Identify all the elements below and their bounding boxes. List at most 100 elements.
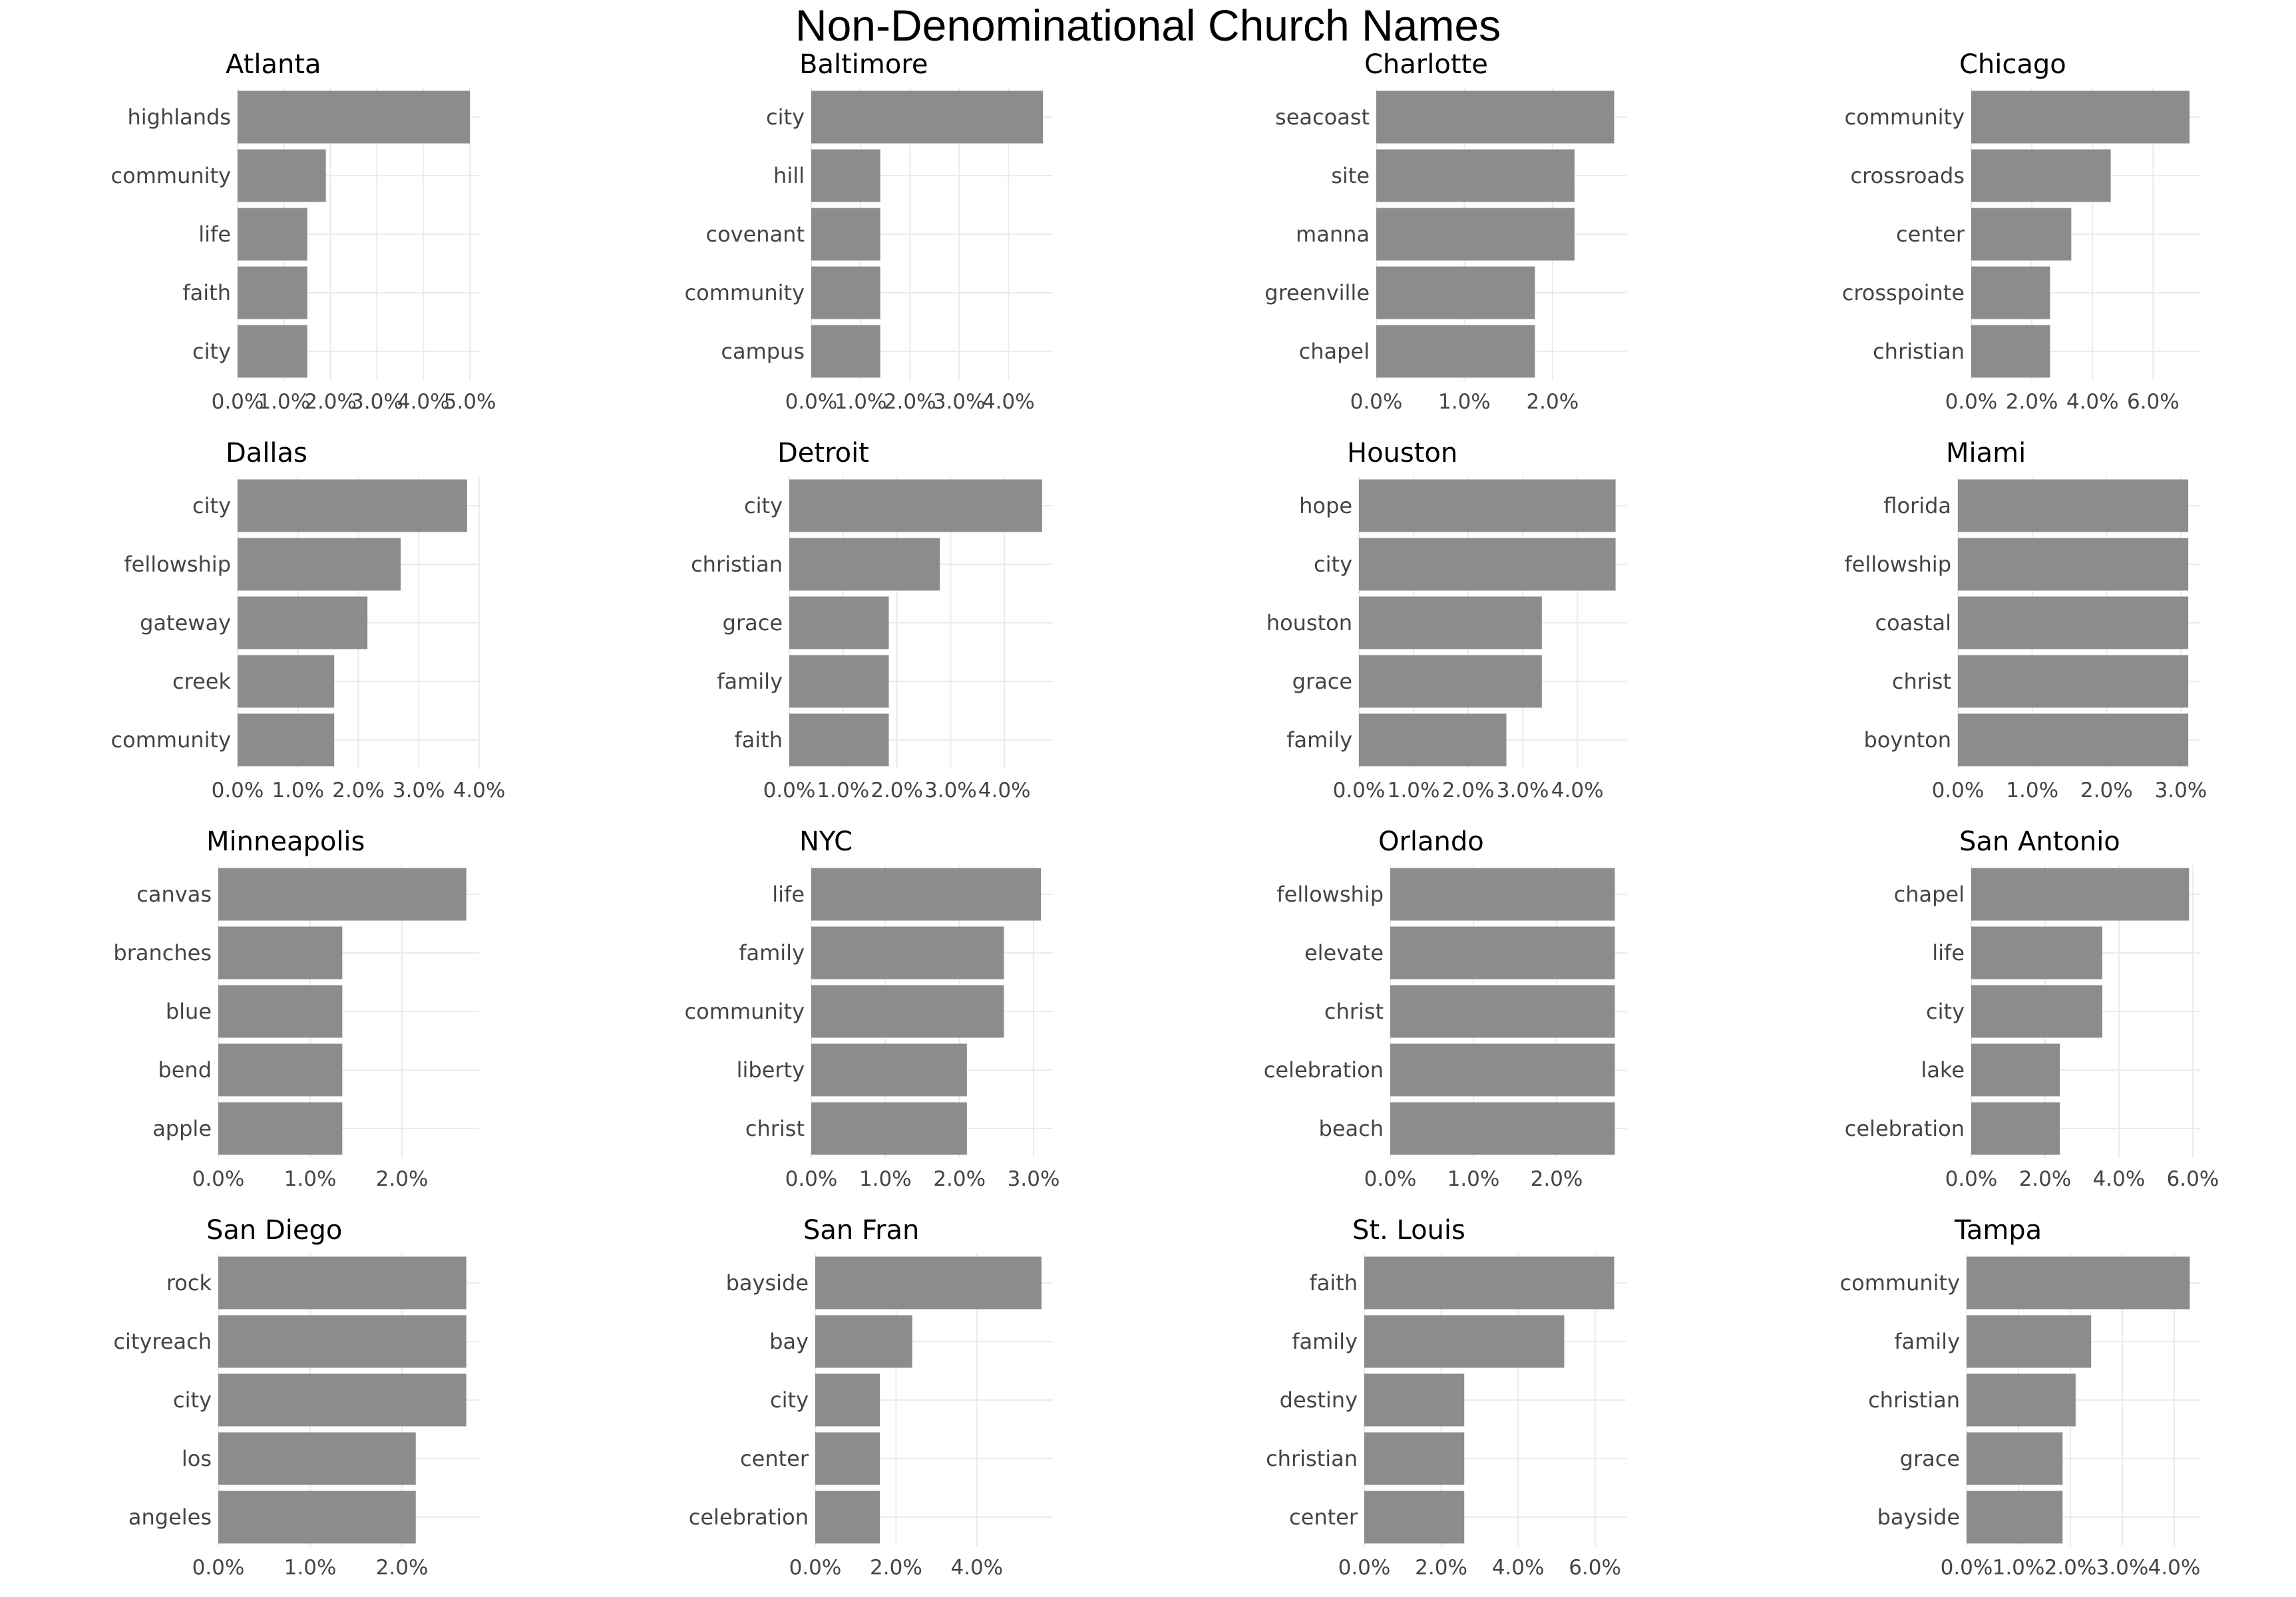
x-tick-label: 2.0% <box>2006 390 2058 414</box>
panel-title: Atlanta <box>226 49 321 80</box>
bar-coastal <box>1958 596 2189 649</box>
x-tick-label: 1.0% <box>817 779 869 802</box>
panel-title: San Diego <box>206 1215 342 1246</box>
category-label: community <box>685 280 805 305</box>
bar-city <box>811 90 1044 144</box>
x-tick-label: 1.0% <box>2006 779 2058 802</box>
x-tick-label: 2.0% <box>884 390 936 414</box>
category-label: celebration <box>1845 1116 1965 1141</box>
category-label: community <box>111 727 231 753</box>
category-label: elevate <box>1304 940 1384 966</box>
bar-chapel <box>1971 868 2190 921</box>
category-label: city <box>766 104 805 130</box>
bar-family <box>789 655 889 708</box>
x-tick-label: 2.0% <box>2080 779 2133 802</box>
x-tick-label: 0.0% <box>212 779 264 802</box>
page-title: Non-Denominational Church Names <box>795 1 1501 50</box>
category-label: city <box>1314 552 1352 577</box>
bar-canvas <box>218 868 467 921</box>
x-tick-label: 2.0% <box>332 779 385 802</box>
x-tick-label: 3.0% <box>924 779 977 802</box>
x-tick-label: 2.0% <box>870 779 923 802</box>
x-tick-label: 4.0% <box>2066 390 2119 414</box>
bar-crosspointe <box>1971 266 2050 319</box>
x-tick-label: 2.0% <box>2044 1556 2097 1580</box>
bar-highlands <box>238 90 471 144</box>
bar-city <box>789 479 1042 532</box>
x-tick-label: 4.0% <box>950 1556 1003 1580</box>
bar-lake <box>1971 1043 2060 1097</box>
category-label: fellowship <box>124 552 231 577</box>
x-tick-label: 2.0% <box>1415 1556 1467 1580</box>
category-label: boynton <box>1863 727 1951 753</box>
category-label: center <box>1289 1505 1358 1530</box>
bar-city <box>218 1373 467 1427</box>
category-label: angeles <box>128 1505 212 1530</box>
x-tick-label: 0.0% <box>192 1167 245 1191</box>
category-label: beach <box>1319 1116 1384 1141</box>
x-tick-label: 4.0% <box>982 390 1035 414</box>
category-label: cityreach <box>113 1329 212 1354</box>
x-tick-label: 4.0% <box>1551 779 1604 802</box>
x-tick-label: 2.0% <box>1531 1167 1583 1191</box>
panel-charlotte: Charlotte seacoast site manna greenville chap… <box>1264 49 1626 414</box>
bar-branches <box>218 926 343 979</box>
category-label: city <box>192 339 231 364</box>
bar-fellowship <box>1958 538 2189 591</box>
category-label: celebration <box>689 1505 809 1530</box>
category-label: lake <box>1921 1057 1965 1083</box>
bar-florida <box>1958 479 2189 532</box>
category-label: grace <box>723 610 783 635</box>
bar-celebration <box>815 1491 880 1544</box>
panel-title: Detroit <box>777 438 869 468</box>
bar-angeles <box>218 1491 416 1544</box>
category-label: chapel <box>1299 339 1370 364</box>
category-label: life <box>1932 940 1965 966</box>
bar-gateway <box>238 596 368 649</box>
bar-covenant <box>811 208 880 261</box>
category-label: seacoast <box>1275 104 1370 130</box>
x-tick-label: 0.0% <box>1945 1167 1998 1191</box>
category-label: christian <box>1868 1387 1960 1413</box>
x-tick-label: 4.0% <box>1492 1556 1545 1580</box>
category-label: gateway <box>140 610 231 635</box>
bar-life <box>238 208 307 261</box>
category-label: bayside <box>726 1270 809 1296</box>
x-tick-label: 0.0% <box>789 1556 842 1580</box>
category-label: family <box>739 940 805 966</box>
category-label: branches <box>113 940 212 966</box>
category-label: center <box>740 1446 809 1471</box>
category-label: center <box>1896 222 1965 247</box>
panel-san-fran: San Fran bayside bay city center celebration 0… <box>689 1215 1053 1580</box>
category-label: community <box>1845 104 1965 130</box>
category-label: bay <box>769 1329 809 1354</box>
category-label: christian <box>1266 1446 1358 1471</box>
panel-title: Tampa <box>1954 1215 2042 1246</box>
category-label: site <box>1331 163 1370 188</box>
category-label: faith <box>182 280 231 305</box>
bar-grace <box>1967 1432 2063 1485</box>
bar-faith <box>238 266 307 319</box>
category-label: highlands <box>127 104 231 130</box>
bar-creek <box>238 655 335 708</box>
category-label: family <box>1292 1329 1358 1354</box>
bar-elevate <box>1390 926 1615 979</box>
panel-title: San Antonio <box>1959 826 2120 857</box>
x-tick-label: 0.0% <box>1945 390 1998 414</box>
bar-beach <box>1390 1102 1615 1155</box>
bar-crossroads <box>1971 149 2111 202</box>
x-tick-label: 0.0% <box>1932 779 1985 802</box>
x-tick-label: 1.0% <box>859 1167 912 1191</box>
x-tick-label: 3.0% <box>1497 779 1549 802</box>
x-tick-label: 2.0% <box>376 1556 429 1580</box>
bar-city <box>238 325 307 378</box>
bar-bend <box>218 1043 343 1097</box>
category-label: rock <box>166 1270 212 1296</box>
bar-grace <box>1359 655 1542 708</box>
panel-detroit: Detroit city christian grace family faith 0.0%… <box>691 438 1053 802</box>
category-label: canvas <box>136 882 212 907</box>
panel-st-louis: St. Louis faith family destiny christian cent… <box>1266 1215 1626 1580</box>
bar-cityreach <box>218 1315 467 1368</box>
bar-greenville <box>1376 266 1535 319</box>
